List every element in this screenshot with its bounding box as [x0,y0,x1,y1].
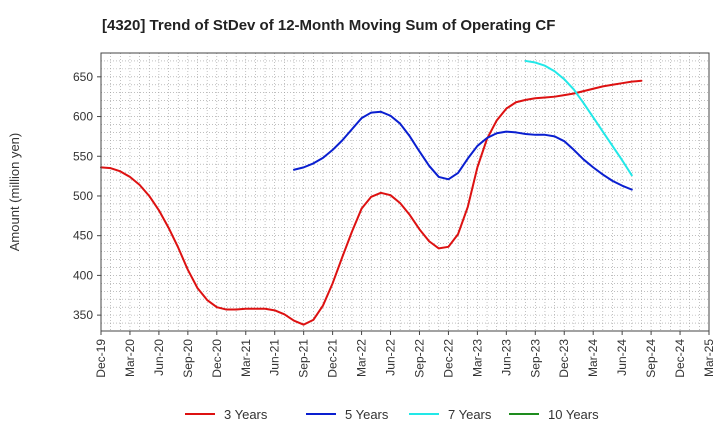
x-tick-label: Dec-23 [557,339,571,378]
legend: 3 Years 5 Years 7 Years 10 Years [185,407,599,422]
x-tick-label: Mar-23 [470,339,484,377]
y-axis-ticks: 350 400 450 500 550 600 650 [73,70,101,322]
series-line-3-years [100,79,643,326]
y-tick-label: 650 [73,70,93,84]
y-tick-label: 400 [73,268,93,282]
x-tick-label: Sep-24 [644,339,658,378]
x-tick-label: Sep-21 [297,339,311,378]
x-axis-ticks: Dec-19 Mar-20 Jun-20 Sep-20 Dec-20 Mar-21 Jun-… [94,331,716,378]
x-tick-label: Sep-22 [412,339,426,378]
legend-label: 3 Years [224,407,268,422]
x-tick-label: Mar-21 [239,339,253,377]
x-tick-label: Jun-21 [268,339,282,376]
y-axis-label: Amount (million yen) [7,133,22,252]
plot-border [100,52,710,332]
x-tick-label: Dec-21 [326,339,340,378]
chart-title: [4320] Trend of StDev of 12-Month Moving… [102,17,555,34]
x-tick-label: Sep-20 [181,339,195,378]
gridlines [100,52,710,332]
x-tick-label: Mar-25 [702,339,716,377]
plot-area [101,53,709,331]
x-tick-label: Jun-23 [499,339,513,376]
x-tick-label: Dec-20 [210,339,224,378]
series-line-7-years [524,59,633,177]
x-tick-label: Sep-23 [528,339,542,378]
legend-label: 10 Years [548,407,599,422]
x-tick-label: Dec-22 [441,339,455,378]
y-tick-label: 350 [73,308,93,322]
x-tick-label: Jun-22 [384,339,398,376]
legend-label: 7 Years [448,407,492,422]
legend-label: 5 Years [345,407,389,422]
series-lines [100,59,643,326]
x-tick-label: Dec-24 [673,339,687,378]
x-tick-label: Jun-20 [152,339,166,376]
y-tick-label: 600 [73,110,93,124]
x-tick-label: Dec-19 [94,339,108,378]
y-tick-label: 500 [73,189,93,203]
x-tick-label: Mar-22 [355,339,369,377]
x-tick-label: Jun-24 [615,339,629,376]
series-line-5-years [293,110,633,191]
y-tick-label: 550 [73,149,93,163]
x-tick-label: Mar-20 [123,339,137,377]
x-tick-label: Mar-24 [586,339,600,377]
y-tick-label: 450 [73,229,93,243]
